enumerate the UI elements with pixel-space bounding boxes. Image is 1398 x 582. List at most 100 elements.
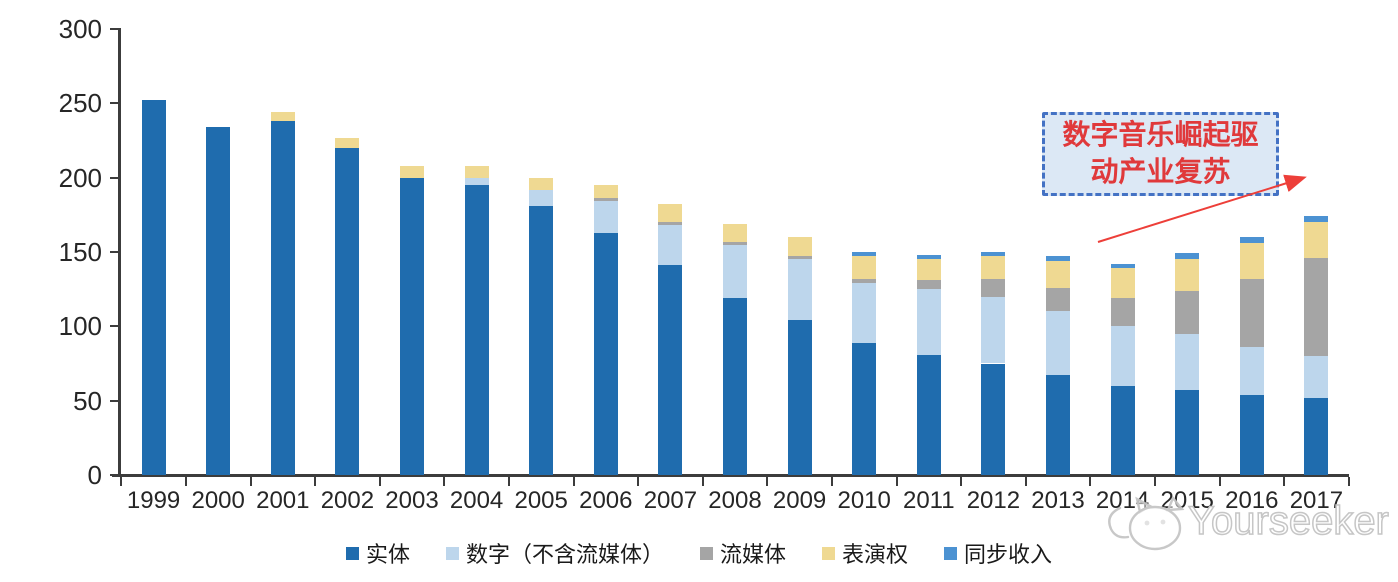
bar-segment bbox=[658, 265, 683, 475]
bar-segment bbox=[1239, 347, 1264, 395]
bar-segment bbox=[981, 296, 1006, 364]
bar-segment bbox=[1046, 287, 1070, 312]
x-tick bbox=[637, 477, 640, 486]
legend-item: 表演权 bbox=[822, 537, 908, 569]
legend-swatch-icon bbox=[822, 546, 835, 560]
x-tick-label: 2007 bbox=[643, 487, 698, 514]
bar-segment bbox=[1304, 257, 1329, 357]
x-tick bbox=[1153, 477, 1156, 486]
x-tick bbox=[507, 477, 510, 486]
bar-segment bbox=[852, 283, 877, 343]
legend-swatch-icon bbox=[445, 546, 459, 560]
y-tick-label: 0 bbox=[87, 460, 102, 490]
x-tick bbox=[1283, 477, 1286, 486]
y-tick-label: 150 bbox=[58, 237, 102, 267]
bar-segment bbox=[335, 137, 360, 148]
y-tick-label: 100 bbox=[58, 311, 102, 342]
bar-segment bbox=[916, 354, 941, 475]
x-tick-label: 2013 bbox=[1031, 487, 1085, 514]
y-tick-label: 250 bbox=[58, 88, 102, 119]
bar-segment bbox=[1304, 397, 1329, 475]
bar-segment bbox=[1239, 237, 1264, 244]
bar-segment bbox=[1304, 356, 1329, 398]
y-tick bbox=[110, 28, 119, 31]
legend-item-label: 实体 bbox=[365, 542, 410, 567]
bar-segment bbox=[658, 225, 683, 266]
legend-item: 同步收入 bbox=[944, 537, 1052, 569]
bar-segment bbox=[787, 256, 812, 260]
bar-segment bbox=[1046, 260, 1070, 288]
bar-segment bbox=[1110, 326, 1135, 386]
bar-segment bbox=[400, 165, 424, 178]
x-tick-label: 2010 bbox=[837, 487, 891, 514]
legend: 实体 数字（不含流媒体） 流媒体 表演权 同步收入 bbox=[0, 537, 1398, 569]
bar-segment bbox=[593, 198, 618, 202]
bar-segment bbox=[723, 298, 747, 475]
bar-segment bbox=[464, 185, 489, 475]
bar-segment bbox=[1239, 278, 1264, 348]
y-tick-label: 50 bbox=[73, 385, 102, 416]
bar-segment bbox=[1304, 222, 1329, 258]
x-tick-label: 2000 bbox=[191, 487, 245, 514]
legend-item-label: 表演权 bbox=[842, 542, 909, 567]
bar-segment bbox=[723, 241, 747, 245]
bar-segment bbox=[1046, 311, 1070, 376]
bar-segment bbox=[206, 127, 231, 475]
y-tick-label: 300 bbox=[58, 14, 102, 45]
bar-segment bbox=[1110, 268, 1135, 299]
x-tick-label: 2016 bbox=[1225, 487, 1279, 514]
bar-segment bbox=[1046, 256, 1070, 261]
bar-segment bbox=[1175, 259, 1200, 291]
x-tick bbox=[249, 477, 252, 486]
bar-segment bbox=[1239, 394, 1264, 475]
legend-swatch-icon bbox=[699, 546, 713, 560]
bar-segment bbox=[1175, 390, 1200, 475]
annotation-text-line: 数字音乐崛起驱 bbox=[1062, 120, 1259, 151]
legend-item: 数字（不含流媒体） bbox=[445, 537, 664, 569]
bar-segment bbox=[787, 259, 812, 321]
x-tick-label: 1999 bbox=[126, 487, 181, 514]
x-tick-label: 2012 bbox=[966, 487, 1021, 514]
bar-segment bbox=[400, 177, 424, 475]
bar-segment bbox=[1175, 253, 1200, 260]
bar-segment bbox=[529, 205, 554, 475]
legend-item: 实体 bbox=[345, 537, 410, 569]
x-tick bbox=[443, 477, 446, 486]
x-tick-label: 2015 bbox=[1160, 487, 1214, 514]
x-tick-label: 2002 bbox=[320, 487, 375, 514]
x-tick-label: 2001 bbox=[256, 487, 310, 514]
bar-segment bbox=[1110, 385, 1135, 475]
bar-segment bbox=[916, 289, 941, 355]
bar-segment bbox=[1110, 263, 1135, 269]
legend-swatch-icon bbox=[345, 546, 359, 560]
bar-segment bbox=[529, 177, 554, 190]
legend-swatch-icon bbox=[944, 546, 958, 560]
bar-segment bbox=[141, 100, 166, 475]
x-tick-label: 2009 bbox=[772, 487, 827, 514]
bar-segment bbox=[787, 320, 812, 475]
bar-segment bbox=[270, 121, 295, 475]
x-tick bbox=[895, 477, 898, 486]
bar-segment bbox=[981, 256, 1006, 279]
y-tick bbox=[110, 176, 119, 179]
x-tick-label: 2008 bbox=[708, 487, 762, 514]
x-tick bbox=[184, 477, 187, 486]
bar-segment bbox=[593, 201, 618, 233]
x-tick bbox=[960, 477, 963, 486]
x-tick-label: 2011 bbox=[902, 487, 955, 514]
x-tick bbox=[572, 477, 575, 486]
x-tick-label: 2017 bbox=[1289, 487, 1344, 514]
bar-segment bbox=[335, 147, 360, 475]
x-tick-label: 2006 bbox=[579, 487, 633, 514]
x-tick bbox=[830, 477, 833, 486]
y-tick-label: 200 bbox=[58, 162, 102, 193]
legend-item-label: 流媒体 bbox=[719, 542, 786, 567]
bar-segment bbox=[593, 232, 618, 475]
legend-item-label: 同步收入 bbox=[964, 542, 1053, 567]
y-axis-line bbox=[118, 28, 121, 477]
bar-segment bbox=[723, 223, 747, 242]
x-tick bbox=[1218, 477, 1221, 486]
bar-segment bbox=[464, 165, 489, 178]
bar-segment bbox=[916, 259, 941, 281]
